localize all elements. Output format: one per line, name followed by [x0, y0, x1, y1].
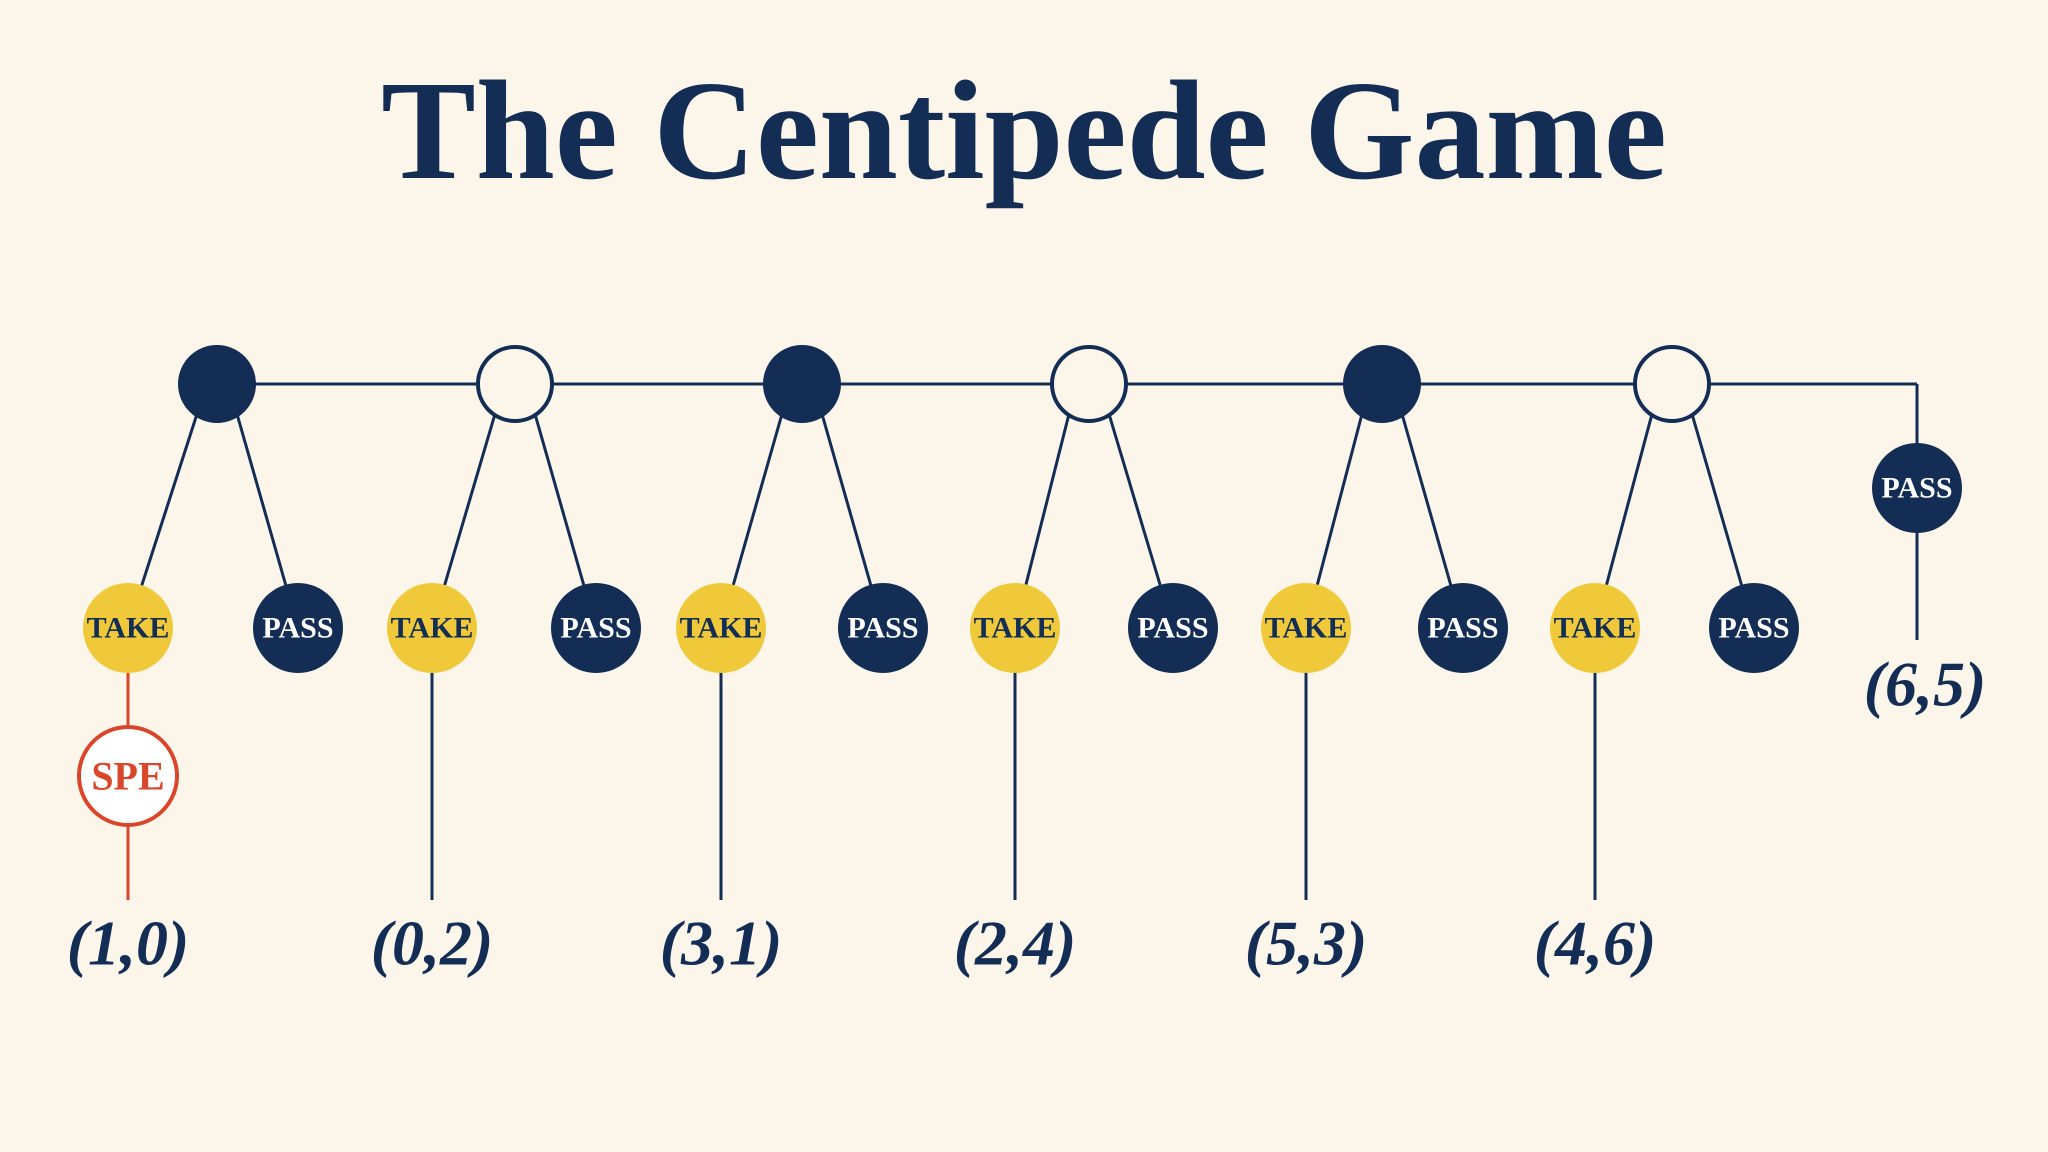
- decision-node: [178, 345, 256, 423]
- take-circle: [387, 583, 477, 673]
- pass-label: PASS: [262, 612, 333, 645]
- decision-node: [763, 345, 841, 423]
- spe-label: SPE: [91, 754, 164, 799]
- take-circle: [1261, 583, 1351, 673]
- pass-circle: [1418, 583, 1508, 673]
- take-label: TAKE: [87, 612, 170, 645]
- take-label: TAKE: [1265, 612, 1348, 645]
- decision-node: [1343, 345, 1421, 423]
- pass-circle: [838, 583, 928, 673]
- decision-node-hollow: [1633, 345, 1711, 423]
- pass-label: PASS: [847, 612, 918, 645]
- pass-label: PASS: [1718, 612, 1789, 645]
- take-circle: [1550, 583, 1640, 673]
- decision-node-hollow: [1050, 345, 1128, 423]
- title: The Centipede Game: [381, 51, 1667, 209]
- payoff: (5,3): [1245, 908, 1368, 979]
- pass-label: PASS: [1137, 612, 1208, 645]
- take-label: TAKE: [391, 612, 474, 645]
- final-payoff: (6,5): [1864, 649, 1987, 720]
- payoff: (4,6): [1534, 908, 1657, 979]
- take-label: TAKE: [974, 612, 1057, 645]
- take-label: TAKE: [1554, 612, 1637, 645]
- spe-circle: [77, 725, 179, 827]
- pass-circle: [1709, 583, 1799, 673]
- take-circle: [83, 583, 173, 673]
- pass-circle: [253, 583, 343, 673]
- pass-circle: [551, 583, 641, 673]
- payoff: (2,4): [954, 908, 1077, 979]
- decision-node-hollow: [476, 345, 554, 423]
- take-circle: [970, 583, 1060, 673]
- payoff: (1,0): [67, 908, 190, 979]
- take-circle: [676, 583, 766, 673]
- take-label: TAKE: [680, 612, 763, 645]
- pass-circle: [1128, 583, 1218, 673]
- final-pass-label: PASS: [1881, 472, 1952, 505]
- payoff: (0,2): [371, 908, 494, 979]
- final-pass-circle: [1872, 443, 1962, 533]
- pass-label: PASS: [1427, 612, 1498, 645]
- pass-label: PASS: [560, 612, 631, 645]
- payoff: (3,1): [660, 908, 783, 979]
